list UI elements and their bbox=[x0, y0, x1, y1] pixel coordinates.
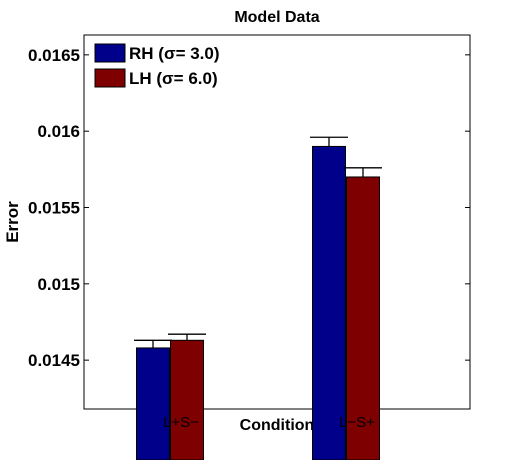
bar bbox=[312, 145, 346, 460]
y-tick-label: 0.0165 bbox=[28, 46, 80, 65]
y-tick-label: 0.0145 bbox=[28, 351, 80, 370]
y-tick-label: 0.015 bbox=[37, 275, 80, 294]
y-ticks: 0.0145 0.015 0.0155 0.016 0.0165 bbox=[28, 46, 470, 370]
legend-swatch bbox=[94, 43, 126, 63]
bar bbox=[136, 347, 170, 460]
legend-label: RH (σ= 3.0) bbox=[129, 44, 220, 63]
bar bbox=[170, 339, 204, 460]
category-label: L−S+ bbox=[339, 414, 375, 431]
y-axis-label: Error bbox=[3, 201, 22, 243]
legend-swatch bbox=[94, 68, 126, 88]
category-label: L+S− bbox=[163, 414, 199, 431]
bars bbox=[134, 136, 382, 460]
y-tick-label: 0.0155 bbox=[28, 198, 80, 217]
category-labels: L+S− L−S+ bbox=[163, 414, 375, 431]
y-tick-label: 0.016 bbox=[37, 122, 80, 141]
x-axis-label: Condition bbox=[240, 417, 315, 434]
bar bbox=[346, 176, 380, 460]
chart-title: Model Data bbox=[234, 9, 319, 26]
legend: RH (σ= 3.0) LH (σ= 6.0) bbox=[94, 43, 220, 88]
legend-label: LH (σ= 6.0) bbox=[129, 69, 218, 88]
plot-area bbox=[83, 34, 471, 410]
